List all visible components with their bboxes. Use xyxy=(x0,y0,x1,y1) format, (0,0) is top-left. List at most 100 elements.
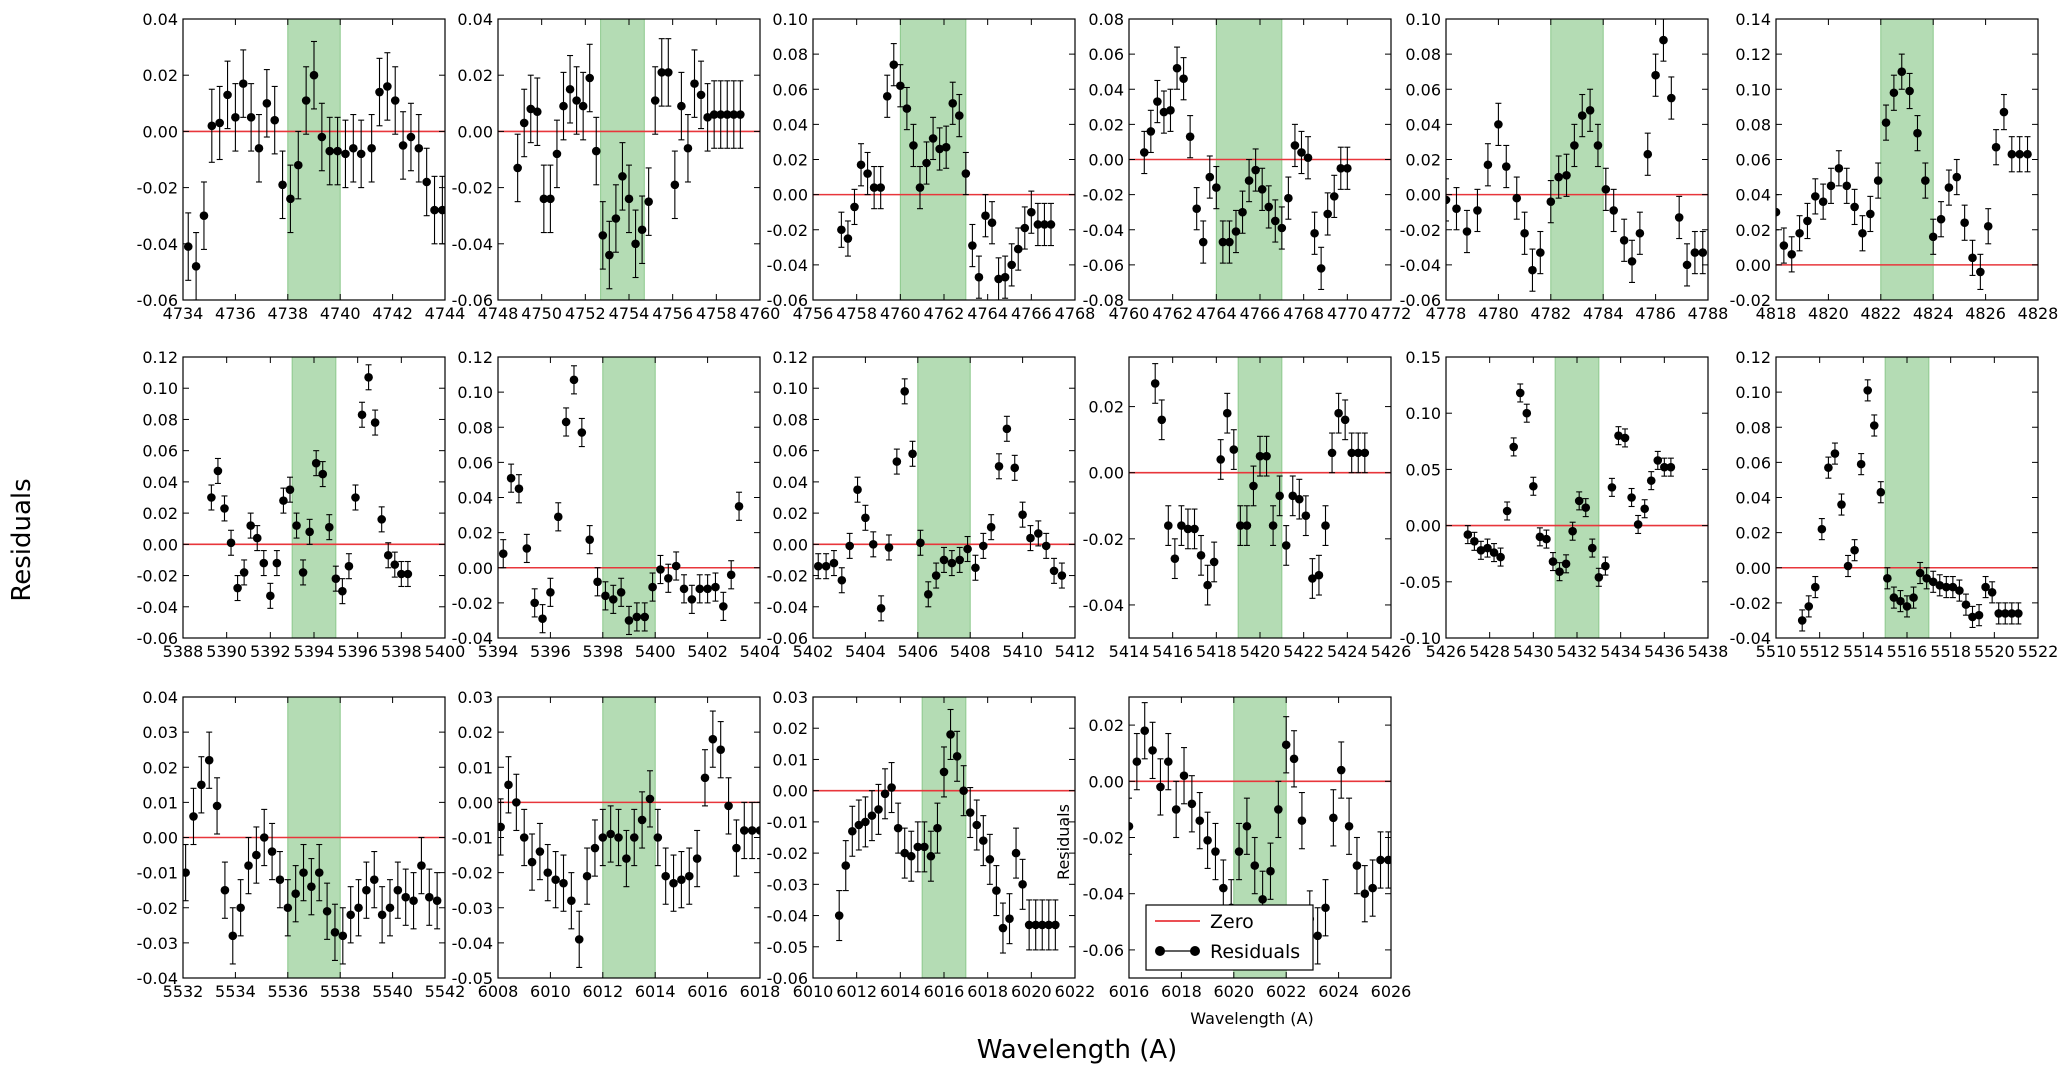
y-tick-label: -0.02 xyxy=(1730,291,1771,310)
residual-point xyxy=(1352,836,1362,895)
residual-point xyxy=(330,903,340,961)
residual-point xyxy=(212,777,222,835)
x-tick-label: 4788 xyxy=(1688,304,1729,323)
y-tick-label: -0.02 xyxy=(1083,530,1124,549)
residual-point xyxy=(2023,136,2032,173)
residual-point xyxy=(896,64,905,108)
residual-point xyxy=(1236,505,1245,546)
residual-point xyxy=(569,365,579,395)
residual-point xyxy=(565,54,575,124)
residual-point xyxy=(236,879,245,937)
residual-point xyxy=(1229,429,1239,470)
residual-point xyxy=(1205,155,1215,199)
residual-point xyxy=(711,572,720,602)
y-tick-label: 0.02 xyxy=(1088,115,1124,134)
residual-point xyxy=(324,514,334,541)
residual-point xyxy=(351,484,360,511)
y-tick-label: -0.08 xyxy=(1083,291,1124,310)
residual-point xyxy=(1242,505,1252,546)
residual-point xyxy=(882,74,892,118)
residual-point xyxy=(2000,602,2010,625)
residual-point xyxy=(677,71,686,141)
residual-point xyxy=(356,119,366,189)
residual-point xyxy=(922,141,931,185)
residual-point xyxy=(987,201,997,245)
residual-point xyxy=(1360,432,1370,474)
residual-point xyxy=(892,448,902,475)
residual-point xyxy=(362,861,371,919)
residual-point xyxy=(1824,456,1833,479)
y-tick-label: 0.00 xyxy=(772,186,808,205)
residual-point xyxy=(1211,822,1220,881)
x-tick-label: 6008 xyxy=(478,982,519,1001)
residual-point xyxy=(559,854,568,912)
residual-point xyxy=(286,164,295,234)
x-tick-label: 6026 xyxy=(1371,982,1412,1001)
x-tick-label: 5510 xyxy=(1756,642,1797,661)
x-tick-label: 4820 xyxy=(1808,304,1849,323)
x-tick-label: 5432 xyxy=(1557,642,1598,661)
residual-point xyxy=(1594,567,1604,587)
x-tick-label: 4782 xyxy=(1530,304,1571,323)
residual-point xyxy=(1132,732,1142,791)
residual-point xyxy=(1837,493,1846,516)
residual-point xyxy=(1936,201,1946,238)
residual-point xyxy=(971,554,980,581)
residual-point xyxy=(1343,146,1352,190)
residual-point xyxy=(1991,129,2001,166)
panel-plot-area xyxy=(813,697,1075,978)
residual-point xyxy=(622,829,631,888)
residual-point xyxy=(1264,185,1274,229)
residual-point xyxy=(267,822,277,881)
residual-point xyxy=(1183,508,1193,550)
x-tick-label: 4756 xyxy=(652,304,693,323)
residual-point xyxy=(1952,158,1962,196)
y-tick-label: 0.14 xyxy=(1735,10,1771,29)
panel-plot-area xyxy=(183,19,445,300)
residual-point xyxy=(1024,899,1034,951)
residual-point xyxy=(1476,540,1486,560)
x-tick-label: 5396 xyxy=(337,642,378,661)
residual-point xyxy=(239,559,249,586)
y-tick-label: -0.06 xyxy=(1083,256,1124,275)
residual-point xyxy=(591,116,601,186)
x-tick-label: 6016 xyxy=(687,982,728,1001)
residual-point xyxy=(1446,178,1451,222)
residual-point xyxy=(519,88,529,158)
x-tick-label: 5520 xyxy=(1974,642,2015,661)
residual-point xyxy=(1489,543,1499,563)
x-tick-label: 5540 xyxy=(372,982,413,1001)
residual-point xyxy=(1817,518,1827,541)
residual-point xyxy=(965,786,975,839)
residual-point xyxy=(1234,822,1244,881)
residual-point xyxy=(369,850,379,909)
residual-point xyxy=(624,605,634,636)
residual-point xyxy=(1554,155,1563,199)
residual-point xyxy=(671,551,681,581)
y-tick-label: -0.06 xyxy=(137,291,178,310)
residual-point xyxy=(538,604,547,634)
residual-point xyxy=(1826,167,1836,204)
residual-point xyxy=(1804,595,1814,618)
residual-point xyxy=(1013,227,1023,271)
residual-point xyxy=(1470,531,1479,551)
residual-point xyxy=(900,378,909,405)
y-tick-label: -0.02 xyxy=(767,567,808,586)
residual-point xyxy=(1148,721,1157,780)
x-tick-label: 5536 xyxy=(267,982,308,1001)
y-tick-label: 0.06 xyxy=(457,453,493,472)
residual-point xyxy=(298,559,308,586)
residual-point xyxy=(614,808,623,867)
residual-point xyxy=(1041,532,1051,559)
highlight-band xyxy=(1884,357,1930,638)
residual-point xyxy=(2014,602,2023,625)
residual-point xyxy=(1999,93,2009,131)
residual-point xyxy=(578,71,588,141)
residual-point xyxy=(1818,183,1828,220)
panel-7: 5388 5390 5392 5394 5396 5398 5400 -0.06 -0.04 -0… xyxy=(137,348,466,661)
residual-point xyxy=(1614,426,1623,446)
residual-point xyxy=(736,80,745,149)
residual-point xyxy=(1555,562,1564,582)
residual-point xyxy=(716,80,725,149)
residual-point xyxy=(631,209,640,279)
